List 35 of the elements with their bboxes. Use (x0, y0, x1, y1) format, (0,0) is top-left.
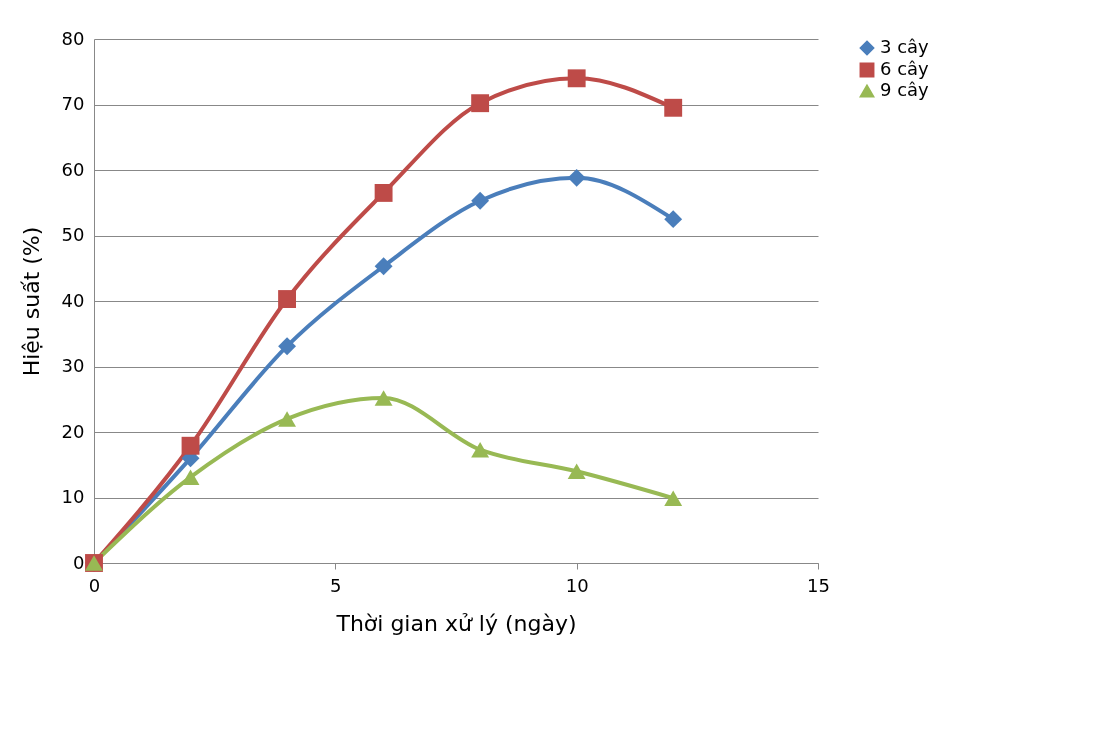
point (471, 441, 490, 458)
point (664, 490, 683, 506)
x-tick-label: 5 (330, 574, 342, 596)
x-tick-label: 0 (88, 574, 101, 596)
y-tick-label: 30 (61, 355, 85, 376)
x-tick-label: 10 (565, 574, 589, 596)
point (471, 94, 490, 113)
point (374, 390, 393, 406)
legend-label: 9 cây (880, 79, 930, 100)
point (471, 191, 490, 210)
point (278, 337, 297, 356)
y-tick-label: 70 (61, 93, 85, 114)
point (374, 257, 393, 276)
point (664, 98, 683, 117)
y-tick-label: 60 (61, 158, 85, 180)
point (567, 168, 586, 187)
y-tick-label: 50 (61, 224, 85, 245)
point (278, 290, 297, 308)
legend-label: 3 cây (880, 36, 930, 57)
point (664, 210, 683, 229)
point (567, 463, 586, 480)
y-tick-label: 0 (73, 551, 85, 573)
x-axis-title: Thời gian xử lý (ngày) (335, 610, 577, 636)
point (374, 183, 393, 202)
point (181, 436, 200, 455)
point (278, 411, 297, 427)
y-axis-title: Hiệu suất (%) (18, 226, 44, 377)
point (181, 469, 200, 485)
y-tick-label: 10 (61, 486, 85, 507)
legend-label: 6 cây (880, 58, 930, 79)
point (567, 69, 586, 88)
y-tick-label: 40 (61, 289, 85, 311)
y-tick-label: 80 (61, 27, 85, 49)
y-tick-label: 20 (61, 420, 85, 442)
x-tick-label: 15 (807, 574, 830, 596)
